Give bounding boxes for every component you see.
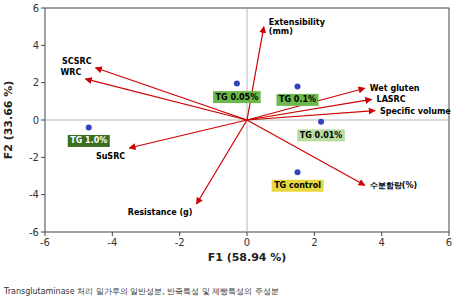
- y-tick: [41, 157, 45, 158]
- score-label-text: TG control: [274, 181, 321, 190]
- y-tick: [41, 45, 45, 46]
- score-label-text: TG 0.01%: [300, 131, 343, 140]
- loading-arrow: [247, 120, 365, 185]
- labels: Extensibility(mm) Wet gluten LASRC Specific…: [61, 18, 452, 217]
- x-tick: [45, 232, 46, 236]
- chart: -6 -4 -2 0 2 4 6 -6 -4 -2 0 2 4 6 F1 (58.94 %) F2 (33.6…: [0, 0, 459, 300]
- loading-label: WRC: [61, 68, 82, 77]
- y-tick-label: 4: [33, 40, 39, 51]
- score-point: [234, 81, 240, 87]
- y-tick-label: 0: [33, 115, 39, 126]
- loading-label: LASRC: [377, 95, 406, 104]
- score-label: TG 0.1%: [277, 94, 319, 106]
- score-label: TG control: [272, 180, 324, 192]
- y-tick: [41, 232, 45, 233]
- loading-arrow: [197, 120, 248, 204]
- loading-label: SCSRC: [62, 57, 92, 66]
- loading-label: Specific volume: [380, 107, 451, 116]
- loading-arrow: [247, 111, 375, 120]
- y-tick-label: 6: [33, 3, 39, 14]
- loading-arrow: [247, 27, 264, 120]
- loading-label: SuSRC: [96, 152, 125, 161]
- y-tick-label: 2: [33, 77, 39, 88]
- y-tick-label: -6: [29, 227, 39, 238]
- score-label-box: [272, 180, 324, 192]
- score-point: [295, 169, 301, 175]
- x-tick: [314, 232, 315, 236]
- y-tick: [41, 8, 45, 9]
- x-tick: [112, 232, 113, 236]
- score-label: TG 1.0%: [68, 135, 110, 147]
- score-point: [295, 83, 301, 89]
- score-label-text: TG 0.1%: [279, 95, 316, 104]
- score-label-box: [68, 135, 110, 147]
- y-tick-label: -4: [29, 189, 39, 200]
- score-label: TG 0.01%: [297, 129, 345, 141]
- score-label-box: [213, 91, 261, 103]
- y-axis-label: F2 (33.66 %): [2, 81, 15, 160]
- score-point: [318, 119, 324, 125]
- footnote: Transglutaminase 처리 밀가루의 일반성분, 반죽특성 및 제빵…: [3, 287, 279, 296]
- x-tick: [449, 232, 450, 236]
- score-label-box: [297, 129, 345, 141]
- x-tick-label: 6: [446, 237, 452, 248]
- x-tick-label: 0: [244, 237, 250, 248]
- score-point: [86, 124, 92, 130]
- score-label: TG 0.05%: [213, 91, 261, 103]
- x-tick-label: 2: [311, 237, 317, 248]
- x-tick-label: -4: [107, 237, 117, 248]
- x-axis-label: F1 (58.94 %): [208, 251, 287, 264]
- loading-label: Extensibility(mm): [269, 18, 326, 36]
- x-tick: [247, 232, 248, 236]
- y-tick: [41, 82, 45, 83]
- score-label-box: [277, 94, 319, 106]
- plot-area: [45, 8, 449, 232]
- score-label-text: TG 0.05%: [216, 93, 259, 102]
- x-tick-label: 4: [378, 237, 384, 248]
- x-tick: [179, 232, 180, 236]
- y-tick: [41, 194, 45, 195]
- x-tick-label: -6: [40, 237, 50, 248]
- plot-frame: [45, 8, 449, 232]
- loading-label: Resistance (g): [128, 208, 193, 217]
- y-tick: [41, 120, 45, 121]
- x-tick-label: -2: [175, 237, 185, 248]
- loading-label: 수분함량(%): [370, 181, 417, 190]
- loading-arrow: [129, 120, 247, 148]
- score-label-text: TG 1.0%: [70, 136, 107, 145]
- y-tick-label: -2: [29, 152, 39, 163]
- x-tick: [381, 232, 382, 236]
- loading-label: Wet gluten: [370, 84, 420, 93]
